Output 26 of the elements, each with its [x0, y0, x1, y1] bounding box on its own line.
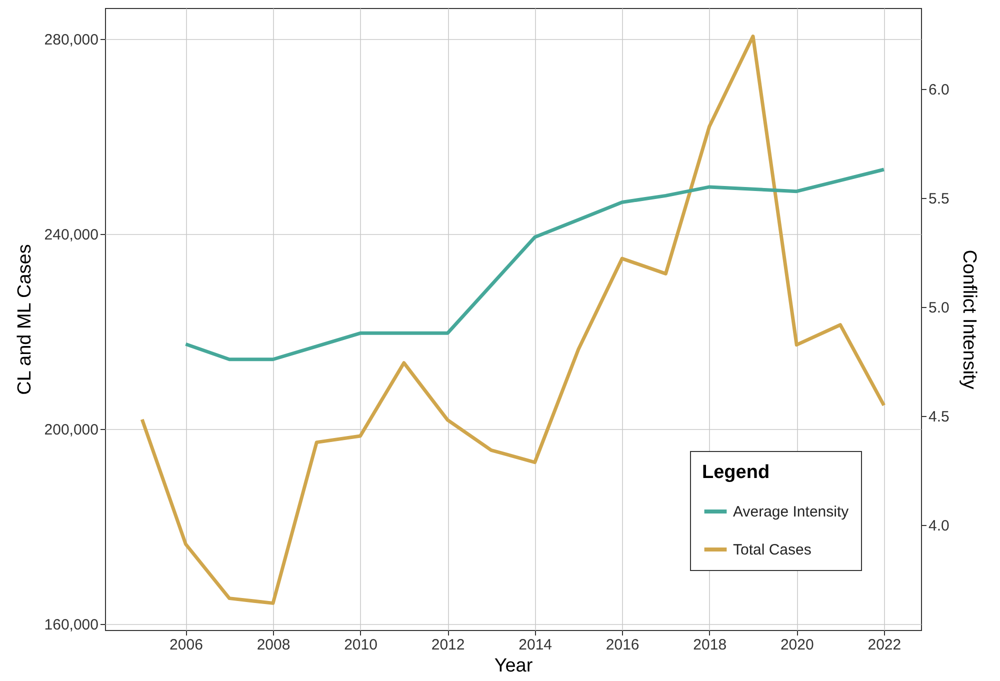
- y2-tick-label: 6.0: [928, 81, 950, 98]
- y2-tick-label: 4.5: [928, 408, 950, 426]
- y-tick-label: 200,000: [44, 422, 98, 439]
- line-series: [140, 34, 886, 605]
- y-axis-title: CL and ML Cases: [14, 244, 36, 395]
- x-tick-label: 2014: [518, 636, 552, 654]
- line-series: [184, 168, 886, 362]
- x-tick-label: 2020: [780, 636, 814, 654]
- y-tick-label: 160,000: [44, 616, 98, 634]
- y2-tick-label: 4.0: [928, 518, 950, 535]
- x-tick-label: 2016: [606, 636, 640, 654]
- legend-title: Legend: [702, 462, 770, 483]
- x-tick-label: 2012: [431, 636, 465, 654]
- y-tick-label: 240,000: [44, 226, 98, 244]
- x-axis-title: Year: [494, 656, 534, 676]
- y2-axis-title: Conflict Intensity: [958, 250, 980, 390]
- x-tick-label: 2018: [693, 636, 727, 654]
- legend-label: Total Cases: [733, 542, 812, 558]
- x-tick-label: 2006: [170, 636, 203, 654]
- legend-label: Average Intensity: [733, 504, 850, 520]
- y2-tick-label: 5.5: [928, 190, 950, 208]
- x-tick-label: 2008: [256, 636, 290, 654]
- y2-tick-label: 5.0: [928, 299, 950, 316]
- x-tick-label: 2010: [344, 636, 378, 654]
- x-tick-label: 2022: [868, 636, 902, 654]
- y-tick-label: 280,000: [44, 32, 98, 49]
